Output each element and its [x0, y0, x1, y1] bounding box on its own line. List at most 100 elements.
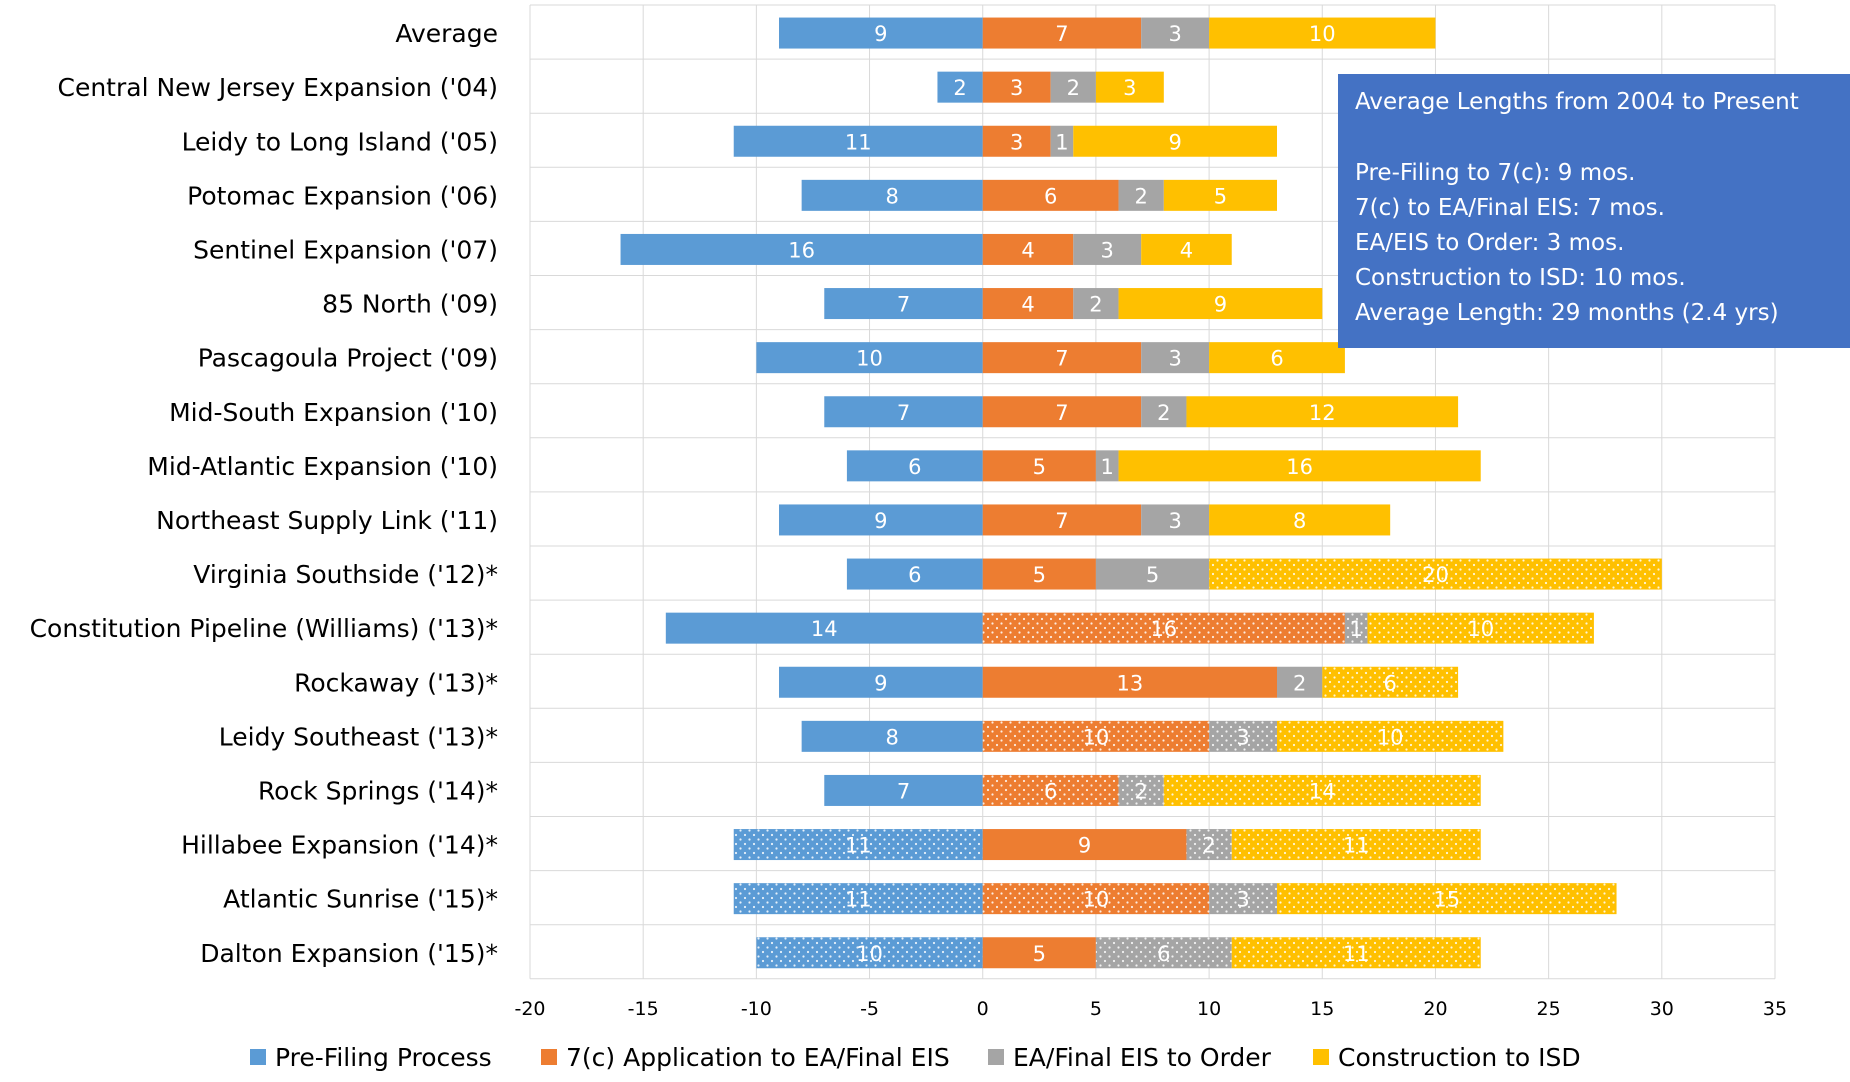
annotation-box	[1338, 74, 1850, 348]
category-label: Rockaway ('13)*	[294, 668, 498, 697]
bar-rect	[982, 504, 1142, 536]
category-label: Mid-Atlantic Expansion ('10)	[147, 452, 498, 481]
bar-rect	[779, 504, 983, 536]
category-label: Central New Jersey Expansion ('04)	[57, 73, 498, 102]
legend-swatch	[250, 1049, 266, 1065]
bar-pattern	[982, 774, 1119, 806]
bar-segment: 2	[1186, 829, 1232, 861]
annotation-line: Pre-Filing to 7(c): 9 mos.	[1355, 160, 1635, 186]
bar-value-label: 7	[1055, 347, 1068, 371]
bar-rect	[756, 342, 983, 374]
bar-rect	[982, 17, 1142, 49]
bar-value-label: 2	[1067, 76, 1080, 100]
bar-pattern	[1277, 720, 1504, 752]
bar-value-label: 7	[1055, 509, 1068, 533]
bar-segment: 11	[1231, 937, 1481, 969]
bar-segment: 5	[1163, 179, 1277, 211]
bar-value-label: 2	[1089, 293, 1102, 317]
bar-rect	[1095, 450, 1119, 482]
bar-rect	[982, 937, 1096, 969]
bar-segment: 1	[1050, 125, 1074, 157]
legend-item: 7(c) Application to EA/Final EIS	[541, 1043, 950, 1072]
bar-segment: 6	[1095, 937, 1232, 969]
bar-value-label: 6	[1383, 671, 1396, 695]
bar-value-label: 3	[1236, 725, 1249, 749]
bar-segment: 3	[982, 125, 1051, 157]
bar-segment: 3	[982, 71, 1051, 103]
bar-segment: 10	[756, 937, 983, 969]
legend-label: Pre-Filing Process	[275, 1043, 492, 1072]
bar-rect	[1141, 233, 1232, 265]
bar-segment: 14	[665, 612, 983, 644]
bar-pattern	[982, 612, 1345, 644]
category-label: Dalton Expansion ('15)*	[200, 939, 498, 968]
bar-segment: 14	[1163, 774, 1481, 806]
bar-value-label: 6	[1044, 779, 1057, 803]
bar-rect	[982, 71, 1051, 103]
legend-item: Construction to ISD	[1313, 1043, 1581, 1072]
bar-rect	[937, 71, 983, 103]
x-axis-ticks: -20 -15 -10 -5 0 5 10 15 20 25 30 35	[514, 998, 1787, 1020]
category-label: Pascagoula Project ('09)	[198, 344, 498, 373]
bar-segment: 6	[982, 179, 1119, 211]
category-label: Virginia Southside ('12)*	[193, 560, 498, 589]
bar-segment: 6	[982, 774, 1119, 806]
bar-rect	[824, 288, 983, 320]
bar-value-label: 10	[1083, 888, 1110, 912]
bar-segment: 11	[1231, 829, 1481, 861]
bar-segment: 16	[982, 612, 1345, 644]
bar-pattern	[1163, 774, 1481, 806]
bar-segment: 11	[733, 883, 983, 915]
bar-pattern	[1095, 937, 1232, 969]
bar-value-label: 14	[811, 617, 838, 641]
bar-segment: 5	[982, 450, 1096, 482]
bar-segment: 16	[1118, 450, 1481, 482]
bar-segment: 13	[982, 666, 1277, 698]
bar-value-label: 15	[1433, 888, 1460, 912]
bar-rect	[1073, 233, 1142, 265]
x-tick-label: 30	[1650, 998, 1674, 1020]
bar-rect	[665, 612, 983, 644]
bar-pattern	[756, 937, 983, 969]
bar-segment: 6	[846, 558, 983, 590]
bar-segment: 3	[1141, 504, 1210, 536]
bar-value-label: 5	[1033, 455, 1046, 479]
bar-rect	[801, 179, 983, 211]
legend-label: EA/Final EIS to Order	[1013, 1043, 1272, 1072]
bar-value-label: 4	[1021, 238, 1034, 262]
bar-rect	[1073, 125, 1277, 157]
bar-value-label: 3	[1236, 888, 1249, 912]
bar-segment: 2	[1141, 396, 1187, 428]
category-label: Rock Springs ('14)*	[258, 776, 498, 805]
bar-segment: 10	[1367, 612, 1594, 644]
bar-pattern	[733, 829, 983, 861]
legend-item: EA/Final EIS to Order	[988, 1043, 1272, 1072]
x-tick-label: 25	[1537, 998, 1561, 1020]
bar-value-label: 8	[885, 725, 898, 749]
bar-segment: 6	[846, 450, 983, 482]
bar-segment: 4	[982, 233, 1074, 265]
bar-value-label: 10	[1467, 617, 1494, 641]
annotation-line: Average Lengths from 2004 to Present	[1355, 89, 1799, 115]
bar-pattern	[1209, 883, 1277, 915]
x-tick-label: -20	[514, 998, 545, 1020]
bar-value-label: 16	[788, 238, 815, 262]
bar-value-label: 9	[874, 509, 887, 533]
x-tick-label: 35	[1763, 998, 1787, 1020]
bar-value-label: 3	[1101, 238, 1114, 262]
bar-segment: 10	[982, 720, 1210, 752]
category-label: Average	[395, 19, 498, 48]
annotation-line: Average Length: 29 months (2.4 yrs)	[1355, 300, 1779, 326]
annotation-line: Construction to ISD: 10 mos.	[1355, 265, 1686, 291]
bar-value-label: 9	[1078, 834, 1091, 858]
bar-segment: 1	[1095, 450, 1119, 482]
bar-segment: 11	[733, 829, 983, 861]
bar-rect	[779, 17, 983, 49]
bar-value-label: 2	[1134, 779, 1147, 803]
bar-rect	[982, 829, 1187, 861]
bar-pattern	[1367, 612, 1594, 644]
category-label: Northeast Supply Link ('11)	[156, 506, 498, 535]
bar-value-label: 11	[845, 888, 872, 912]
bar-value-label: 6	[908, 455, 921, 479]
